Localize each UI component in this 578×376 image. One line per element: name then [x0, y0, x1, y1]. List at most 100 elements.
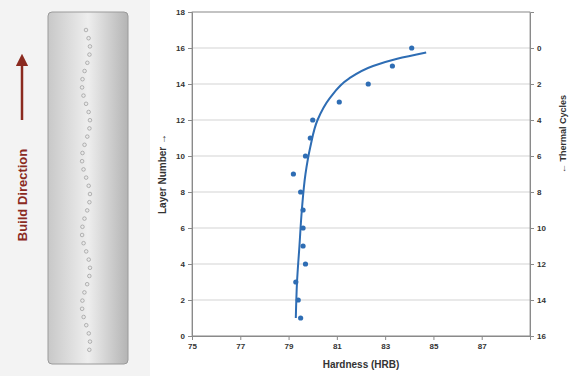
tick: 12 [530, 260, 546, 269]
tick-mark [188, 300, 192, 301]
tick-mark [530, 48, 534, 49]
pore [82, 241, 86, 245]
pore [80, 307, 84, 311]
pore [84, 250, 88, 254]
tick-mark [530, 264, 534, 265]
tick: 2 [181, 296, 192, 305]
pore [84, 323, 88, 327]
tick: 18 [176, 8, 192, 17]
tick: 2 [530, 80, 542, 89]
tick-label: 75 [188, 342, 197, 351]
tick-label: 16 [176, 44, 185, 53]
pore [87, 258, 91, 262]
tick: 4 [181, 260, 192, 269]
data-point [366, 81, 371, 86]
grid-line [192, 228, 530, 229]
pore [88, 340, 92, 344]
tick-label: 85 [429, 342, 438, 351]
tick-mark [240, 336, 241, 340]
pore [82, 168, 86, 172]
axis-line [188, 13, 193, 337]
photo: Build Direction [0, 0, 150, 376]
data-point [300, 243, 305, 248]
pore [86, 61, 90, 65]
tick: 0 [181, 332, 192, 341]
data-point [390, 63, 395, 68]
tick-label: 6 [537, 152, 542, 161]
pore [85, 282, 89, 286]
tick-label: 16 [537, 332, 546, 341]
pore [83, 291, 87, 295]
tick: 6 [181, 224, 192, 233]
pore [83, 143, 87, 147]
pore [85, 209, 89, 213]
tick-mark [530, 120, 534, 121]
tick-mark [188, 228, 192, 229]
pore [87, 332, 91, 336]
annotation: Build Direction [15, 149, 30, 242]
tick-mark [482, 336, 483, 340]
plot-frame [192, 12, 530, 336]
tick: 10 [176, 152, 192, 161]
grid-line [192, 156, 530, 157]
tick: 10 [530, 224, 546, 233]
tick-mark [530, 228, 534, 229]
grid-line [192, 48, 530, 49]
grid-line [192, 264, 530, 265]
tick: 77 [236, 336, 245, 351]
tick-mark [530, 84, 534, 85]
tick: 8 [530, 188, 542, 197]
plot: 7577798183858702468101214161816141210864… [176, 8, 546, 351]
tick: 16 [530, 332, 546, 341]
grid-line [192, 300, 530, 301]
tick-label: 2 [181, 296, 186, 305]
tick-mark [188, 336, 192, 337]
tick-mark [188, 12, 192, 13]
tick-label: 0 [537, 44, 542, 53]
tick: 4 [530, 116, 542, 125]
chart: Build Direction7577798183858702468101214… [0, 0, 578, 376]
tick: 87 [478, 336, 487, 351]
pore [87, 184, 91, 188]
tick-mark [530, 192, 534, 193]
pore [84, 176, 88, 180]
grid-line [192, 192, 530, 193]
pore [88, 266, 92, 270]
tick-mark [385, 336, 386, 340]
tick-label: 8 [537, 188, 542, 197]
pore [80, 86, 84, 90]
tick-label: 79 [285, 342, 294, 351]
tick-label: 12 [176, 116, 185, 125]
y2-axis-title: ← Thermal Cycles [558, 95, 568, 173]
pore [88, 192, 92, 196]
pore [87, 110, 91, 114]
pore [81, 151, 85, 155]
tick-mark [188, 48, 192, 49]
tick-label: 14 [537, 296, 546, 305]
tick-label: 83 [381, 342, 390, 351]
tick-label: 14 [176, 80, 185, 89]
tick-mark [530, 300, 534, 301]
tick-label: 77 [236, 342, 245, 351]
tick-label: 8 [181, 188, 186, 197]
grid-line [192, 84, 530, 85]
tick: 12 [176, 116, 192, 125]
pore [83, 217, 87, 221]
pore [88, 45, 92, 49]
pore [81, 77, 85, 81]
tick-mark [433, 336, 434, 340]
pore [80, 159, 84, 163]
specimen [48, 12, 128, 364]
pore [83, 69, 87, 73]
tick-mark [188, 156, 192, 157]
grid [192, 12, 530, 336]
tick-mark [337, 336, 338, 340]
tick: 79 [285, 336, 294, 351]
marks [291, 45, 426, 320]
data-point [298, 315, 303, 320]
pore [84, 28, 88, 32]
tick-label: 4 [537, 116, 542, 125]
tick: 8 [181, 188, 192, 197]
pore [80, 233, 84, 237]
tick-label: 2 [537, 80, 542, 89]
